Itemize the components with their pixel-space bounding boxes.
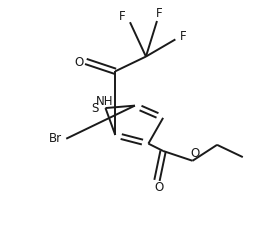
Text: S: S <box>91 102 98 115</box>
Text: F: F <box>119 10 126 23</box>
Text: F: F <box>156 7 163 20</box>
Text: O: O <box>155 181 164 194</box>
Text: Br: Br <box>49 132 62 145</box>
Text: O: O <box>74 56 83 69</box>
Text: NH: NH <box>95 95 113 108</box>
Text: F: F <box>179 31 186 43</box>
Text: O: O <box>190 147 200 160</box>
